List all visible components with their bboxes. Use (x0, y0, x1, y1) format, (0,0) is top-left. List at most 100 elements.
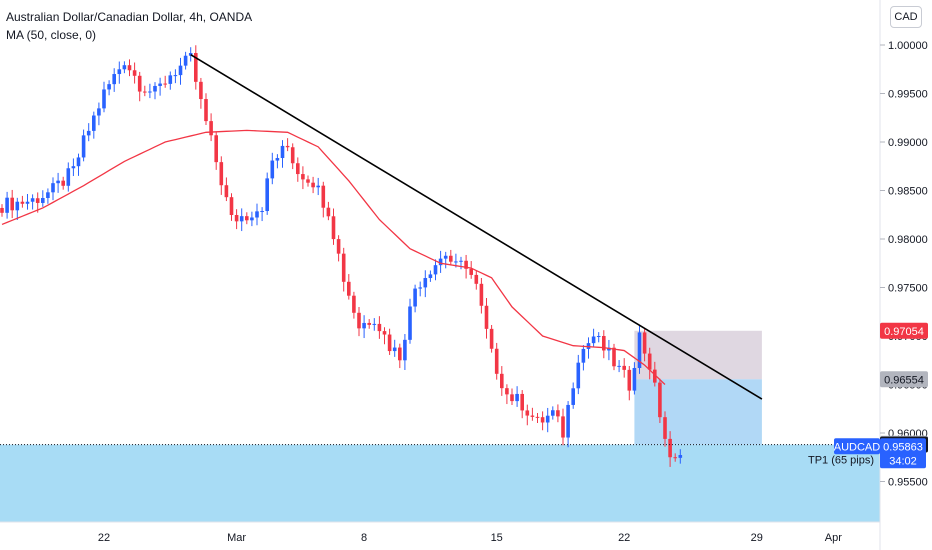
trend-line[interactable] (190, 54, 763, 400)
candle-body (86, 130, 91, 136)
candle-body (352, 295, 356, 313)
candle-body (367, 322, 371, 325)
candle-body (290, 147, 295, 164)
moving-average-line (1, 129, 666, 385)
candle-body (658, 382, 662, 418)
candle-body (214, 135, 218, 163)
candle-body (433, 265, 438, 275)
candle-body (678, 455, 683, 458)
candle-body (316, 185, 320, 188)
symbol-tag (834, 438, 880, 455)
candle-body (5, 197, 9, 213)
x-tick-label: 15 (491, 532, 503, 544)
price-tag-label: 0.96554 (884, 374, 924, 386)
candle-body (51, 183, 55, 193)
candle-body (239, 216, 244, 222)
candle-body (673, 457, 677, 459)
y-tick-label: 1.00000 (888, 40, 928, 52)
candle-body (668, 438, 672, 458)
candle-body (122, 65, 127, 70)
x-tick-label: 22 (618, 532, 630, 544)
candle-body (229, 197, 234, 216)
candle-body (469, 268, 473, 275)
candle-body (209, 121, 213, 136)
candle-body (250, 217, 254, 221)
candle-body (617, 365, 621, 367)
x-tick-label: Mar (227, 532, 246, 544)
candle-body (102, 89, 106, 109)
candle-body (20, 201, 25, 204)
candle-body (148, 91, 152, 93)
candle-body (500, 373, 504, 389)
candle-body (398, 347, 402, 361)
candle-body (132, 70, 137, 76)
chart-title: Australian Dollar/Canadian Dollar, 4h, O… (6, 10, 253, 24)
candle-body (285, 145, 290, 148)
target-label: TP1 (65 pips) (808, 454, 874, 466)
candle-body (520, 393, 524, 411)
candle-body (112, 74, 116, 85)
candle-body (571, 388, 575, 405)
candle-body (423, 278, 428, 288)
candle-body (362, 322, 366, 329)
currency-button[interactable]: CAD (890, 6, 922, 28)
candle-body (642, 332, 647, 354)
candle-body (454, 261, 458, 263)
candle-body (357, 312, 361, 329)
candle-body (459, 260, 463, 262)
candle-body (382, 331, 387, 335)
current-price-tag: AUDCAD 0.95863 34:02 (834, 438, 926, 469)
y-tick-label: 0.99500 (888, 89, 928, 101)
candle-body (525, 410, 530, 416)
current-price-box (880, 438, 926, 469)
candle-body (117, 69, 122, 75)
candle-body (137, 75, 142, 92)
candle-body (66, 168, 71, 186)
candle-body (25, 201, 30, 204)
candle-body (479, 283, 484, 306)
x-tick-label: 8 (361, 532, 367, 544)
candle-body (336, 239, 341, 254)
candle-body (591, 336, 596, 344)
candle-body (173, 75, 178, 77)
candle-body (647, 353, 652, 370)
candle-body (474, 274, 479, 284)
candle-body (158, 83, 162, 86)
candle-body (56, 180, 60, 184)
candle-body (449, 255, 453, 262)
candle-body (143, 91, 147, 93)
candle-body (438, 258, 443, 266)
y-tick-label: 0.97500 (888, 283, 928, 295)
y-tick-label: 0.98500 (888, 186, 928, 198)
candle-body (0, 207, 4, 213)
candle-body (632, 367, 637, 391)
candle-body (515, 393, 519, 402)
candle-body (607, 347, 611, 351)
candle-body (71, 166, 76, 169)
candle-body (510, 394, 514, 402)
candle-body (418, 287, 422, 289)
candle-body (505, 388, 509, 395)
candle-body (530, 415, 535, 417)
price-axis[interactable]: 1.00000 0.99500 0.99000 0.98500 0.98000 0.975… (880, 40, 928, 489)
time-axis[interactable]: 22 Mar 8 15 22 29 Apr (98, 532, 842, 544)
candle-body (30, 198, 35, 202)
candle-body (35, 198, 40, 203)
candle-body (392, 347, 397, 352)
candle-body (280, 145, 285, 159)
candle-body (489, 328, 494, 349)
symbol-tag-text: AUDCAD (834, 441, 881, 453)
candle-body (326, 207, 331, 217)
candle-body (199, 81, 203, 100)
candle-body (443, 255, 448, 259)
candle-body (581, 348, 586, 363)
candle-body (551, 410, 555, 416)
candle-body (15, 201, 20, 211)
x-tick-label: 29 (751, 532, 763, 544)
indicator-legend[interactable]: MA (50, close, 0) (6, 28, 97, 42)
candle-body (341, 253, 346, 282)
candle-body (296, 163, 300, 175)
take-profit-zone[interactable] (634, 379, 762, 445)
y-tick-label: 0.98000 (888, 234, 928, 246)
